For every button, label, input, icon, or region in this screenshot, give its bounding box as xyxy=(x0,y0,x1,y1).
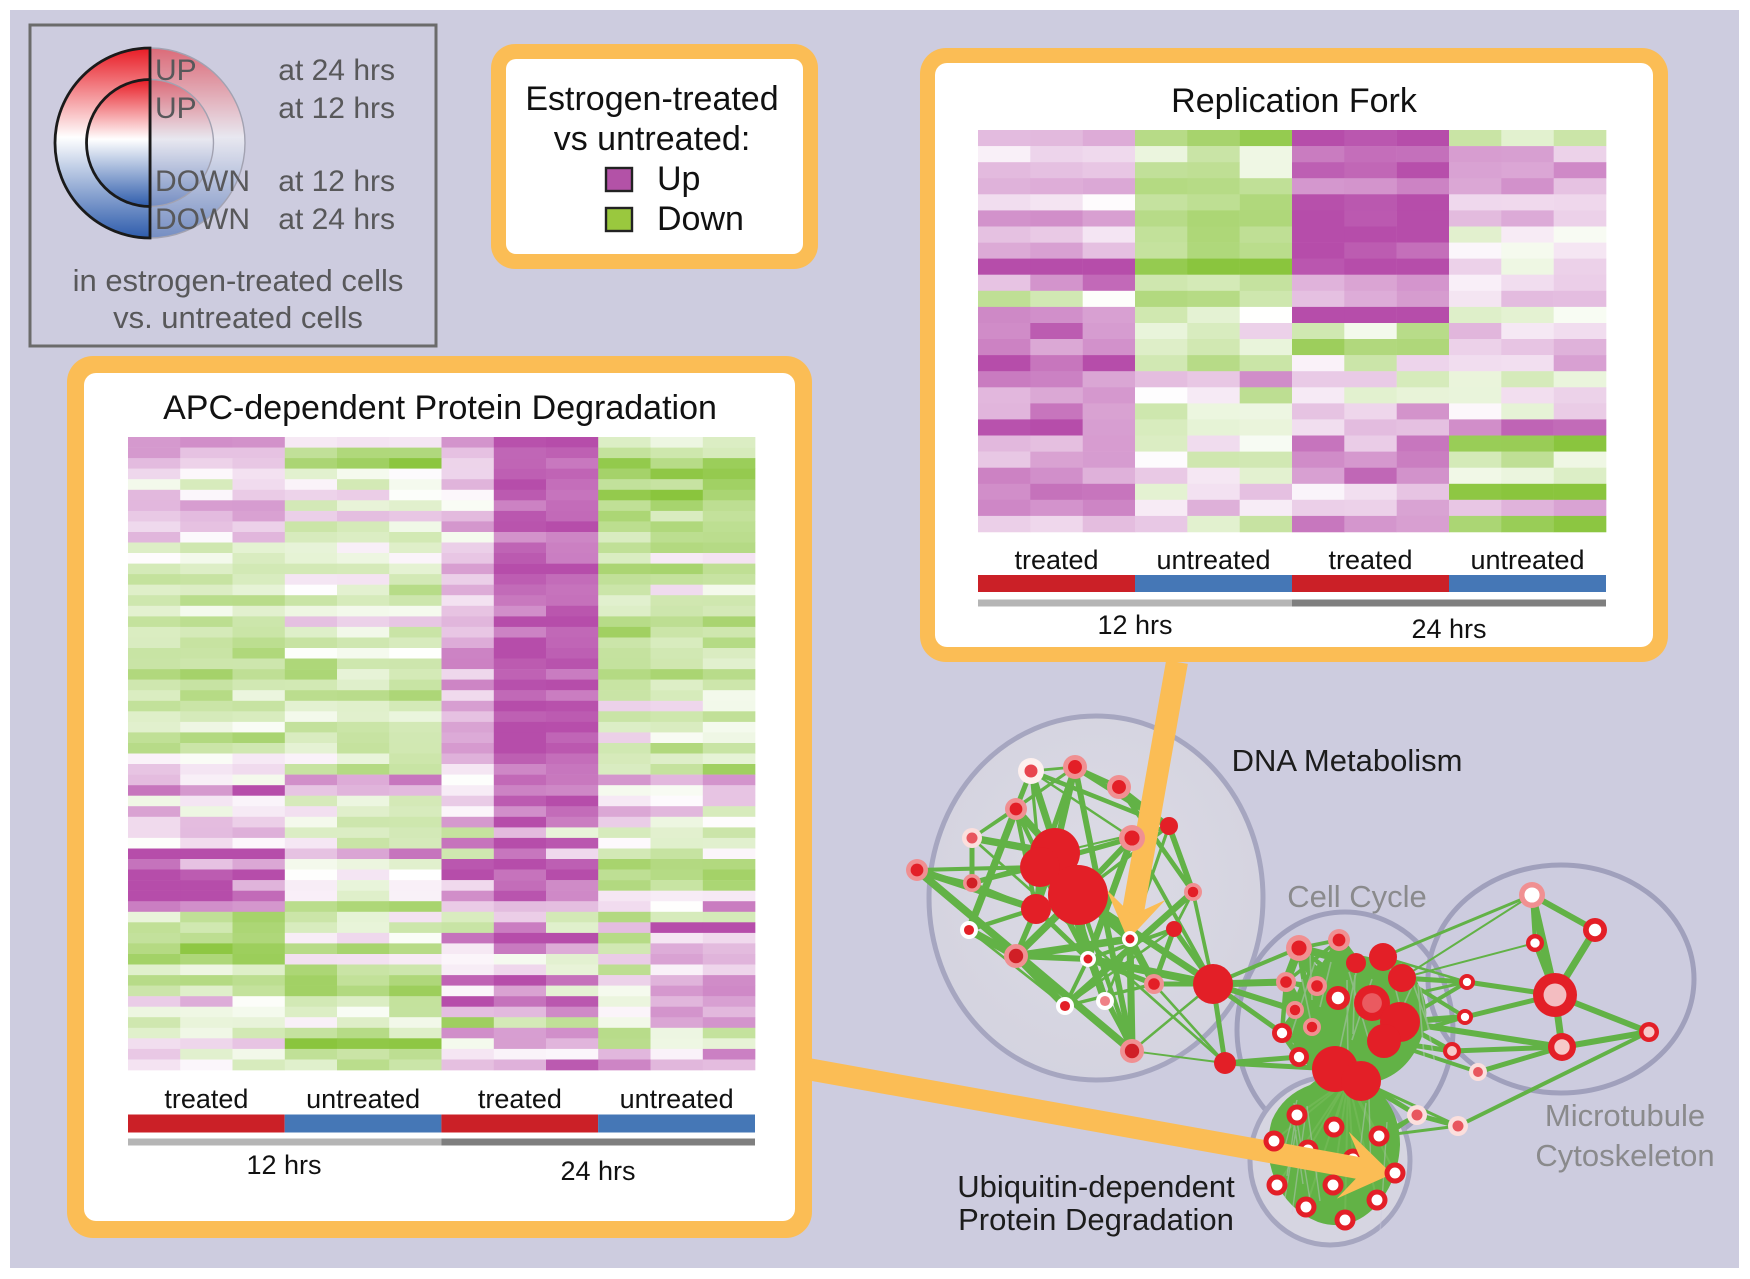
svg-text:untreated: untreated xyxy=(1470,545,1584,575)
svg-text:vs. untreated cells: vs. untreated cells xyxy=(113,300,363,335)
svg-text:treated: treated xyxy=(478,1084,562,1114)
svg-text:DNA Metabolism: DNA Metabolism xyxy=(1232,743,1463,778)
svg-text:DOWN: DOWN xyxy=(155,165,250,198)
svg-text:Replication Fork: Replication Fork xyxy=(1171,82,1418,120)
svg-text:at 12 hrs: at 12 hrs xyxy=(278,92,395,125)
svg-text:Protein Degradation: Protein Degradation xyxy=(958,1202,1234,1237)
svg-text:12 hrs: 12 hrs xyxy=(246,1150,321,1180)
svg-text:DOWN: DOWN xyxy=(155,203,250,236)
svg-text:vs untreated:: vs untreated: xyxy=(554,120,751,158)
svg-text:24 hrs: 24 hrs xyxy=(560,1156,635,1186)
svg-text:Up: Up xyxy=(657,160,700,198)
svg-text:UP: UP xyxy=(155,54,197,87)
svg-text:treated: treated xyxy=(1014,545,1098,575)
svg-text:untreated: untreated xyxy=(306,1084,420,1114)
svg-text:at 24 hrs: at 24 hrs xyxy=(278,54,395,87)
svg-text:Ubiquitin-dependent: Ubiquitin-dependent xyxy=(957,1169,1235,1204)
svg-text:in estrogen-treated cells: in estrogen-treated cells xyxy=(73,263,404,298)
svg-text:Cytoskeleton: Cytoskeleton xyxy=(1535,1138,1714,1173)
svg-text:Estrogen-treated: Estrogen-treated xyxy=(525,80,778,118)
svg-text:Microtubule: Microtubule xyxy=(1545,1098,1705,1133)
svg-text:UP: UP xyxy=(155,92,197,125)
svg-text:Down: Down xyxy=(657,200,744,238)
svg-text:treated: treated xyxy=(164,1084,248,1114)
svg-text:APC-dependent Protein Degradat: APC-dependent Protein Degradation xyxy=(163,389,717,427)
svg-text:Cell Cycle: Cell Cycle xyxy=(1287,879,1427,914)
svg-text:treated: treated xyxy=(1328,545,1412,575)
svg-text:untreated: untreated xyxy=(1156,545,1270,575)
svg-text:12 hrs: 12 hrs xyxy=(1097,610,1172,640)
svg-text:untreated: untreated xyxy=(620,1084,734,1114)
svg-text:at 24 hrs: at 24 hrs xyxy=(278,203,395,236)
svg-text:24 hrs: 24 hrs xyxy=(1411,614,1486,644)
svg-text:at 12 hrs: at 12 hrs xyxy=(278,165,395,198)
